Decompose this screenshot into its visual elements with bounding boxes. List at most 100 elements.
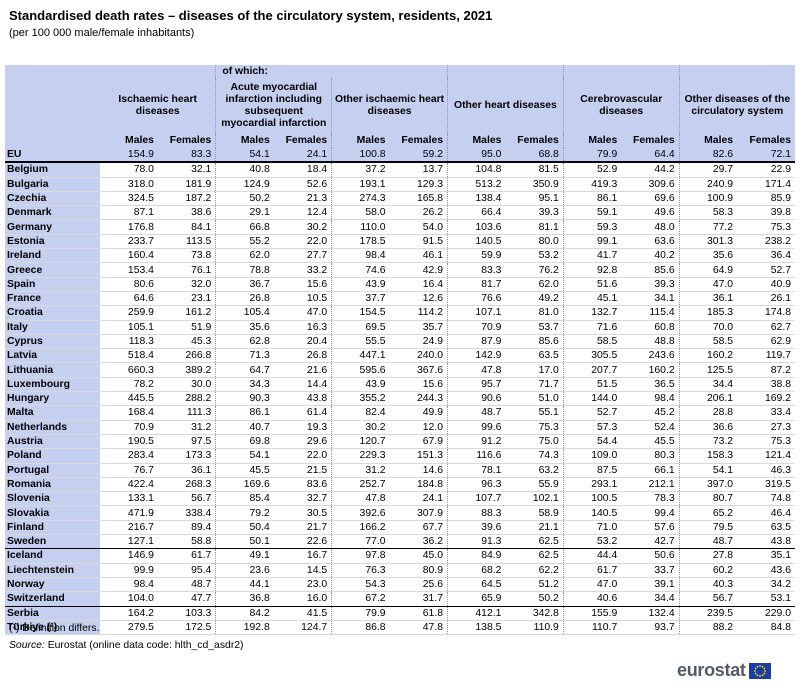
value-cell: 140.5	[562, 505, 622, 521]
value-cell: 51.6	[562, 277, 622, 292]
value-cell: 138.4	[447, 191, 506, 207]
value-cell: 47.7	[157, 591, 216, 607]
value-cell: 43.6	[737, 563, 795, 578]
flag-star	[761, 665, 764, 668]
value-cell: 40.3	[678, 577, 738, 593]
value-cell: 99.9	[100, 563, 158, 578]
value-cell: 168.4	[100, 405, 158, 421]
value-cell: 67.2	[331, 591, 390, 607]
value-cell: 30.0	[157, 377, 216, 393]
flag-star	[756, 673, 759, 676]
country-cell: Norway	[5, 577, 101, 593]
table-row: Cyprus 118.3 45.3 62.8 20.4 55.5 24.9 87.9 85.6 5…	[5, 334, 795, 350]
value-cell: 80.3	[621, 448, 680, 464]
value-cell: 22.6	[273, 534, 332, 550]
value-cell: 471.9	[100, 505, 158, 521]
value-cell: 244.3	[389, 391, 448, 407]
country-cell: Estonia	[5, 234, 101, 250]
value-cell: 46.4	[737, 505, 795, 521]
header-corner	[5, 65, 101, 78]
value-cell: 124.7	[273, 620, 332, 636]
country-cell: Latvia	[5, 348, 101, 364]
value-cell: 350.9	[505, 177, 564, 192]
value-cell: 74.6	[331, 262, 390, 278]
group-header-ischaemic: Ischaemic heart diseases	[100, 78, 216, 134]
value-cell: 75.3	[505, 420, 564, 435]
value-cell: 132.7	[562, 305, 622, 321]
value-cell: 85.6	[621, 262, 680, 278]
value-cell: 47.8	[331, 491, 390, 507]
value-cell: 69.8	[215, 434, 274, 450]
value-cell: 76.6	[447, 291, 506, 307]
value-cell: 513.2	[447, 177, 506, 192]
table-row: Finland 216.7 89.4 50.4 21.7 166.2 67.7 39.6 21.…	[5, 520, 795, 536]
eurostat-logo: eurostat	[677, 660, 771, 681]
value-cell: 125.5	[678, 362, 738, 378]
value-cell: 46.3	[737, 463, 795, 478]
value-cell: 65.2	[678, 505, 738, 521]
value-cell: 48.8	[621, 334, 680, 350]
value-cell: 14.4	[273, 377, 332, 393]
value-cell: 15.6	[273, 277, 332, 292]
value-cell: 97.8	[331, 548, 390, 564]
value-cell: 26.8	[215, 291, 274, 307]
value-cell: 184.8	[389, 477, 448, 493]
value-cell: 36.7	[215, 277, 274, 292]
value-cell: 19.3	[273, 420, 332, 435]
value-cell: 58.3	[678, 205, 738, 221]
table-row: Türkiye (¹) 279.5 172.5 192.8 124.7 86.8 47.8 1…	[5, 620, 795, 636]
value-cell: 21.1	[505, 520, 564, 536]
value-cell: 93.7	[621, 620, 680, 636]
value-cell: 392.6	[331, 505, 390, 521]
country-cell: Italy	[5, 320, 101, 335]
value-cell: 57.3	[562, 420, 622, 435]
value-cell: 54.4	[562, 434, 622, 450]
value-cell: 103.3	[157, 606, 216, 621]
table-row: Greece 153.4 76.1 78.8 33.2 74.6 42.9 83.3 76.2 9…	[5, 262, 795, 278]
value-cell: 45.0	[389, 548, 448, 564]
value-cell: 52.6	[273, 177, 332, 192]
value-cell: 34.4	[621, 591, 680, 607]
value-cell: 318.0	[100, 177, 158, 192]
value-cell: 118.3	[100, 334, 158, 350]
flag-star	[758, 674, 761, 677]
table-row: Iceland 146.9 61.7 49.1 16.7 97.8 45.0 84.9 62.5…	[5, 548, 795, 564]
value-cell: 35.6	[215, 320, 274, 335]
value-cell: 74.3	[505, 448, 564, 464]
value-cell: 23.6	[215, 563, 274, 578]
value-cell: 16.4	[389, 277, 448, 292]
value-cell: 84.2	[215, 606, 274, 621]
value-cell: 15.6	[389, 377, 448, 393]
value-cell: 71.7	[505, 377, 564, 393]
value-cell: 39.3	[505, 205, 564, 221]
value-cell: 30.2	[273, 219, 332, 235]
value-cell: 99.1	[562, 234, 622, 250]
value-cell: 48.7	[678, 534, 738, 550]
value-cell: 83.3	[157, 148, 216, 164]
country-cell: Liechtenstein	[5, 563, 101, 578]
value-cell: 389.2	[157, 362, 216, 378]
eu-flag-icon	[748, 662, 771, 679]
value-cell: 115.4	[621, 305, 680, 321]
value-cell: 419.3	[562, 177, 622, 192]
females-header: Females	[273, 134, 332, 148]
value-cell: 60.8	[621, 320, 680, 335]
value-cell: 154.9	[100, 148, 158, 164]
value-cell: 36.1	[678, 291, 738, 307]
value-cell: 75.0	[505, 434, 564, 450]
value-cell: 120.7	[331, 434, 390, 450]
value-cell: 79.2	[215, 505, 274, 521]
males-header: Males	[562, 134, 622, 148]
value-cell: 40.2	[621, 248, 680, 264]
country-cell: Austria	[5, 434, 101, 450]
source-label: Source:	[9, 640, 45, 651]
value-cell: 132.4	[621, 606, 680, 621]
value-cell: 301.3	[678, 234, 738, 250]
value-cell: 32.7	[273, 491, 332, 507]
country-cell: Greece	[5, 262, 101, 278]
country-cell: Slovenia	[5, 491, 101, 507]
table-row: Slovakia 471.9 338.4 79.2 30.5 392.6 307.9 88.3…	[5, 505, 795, 521]
table-row: Netherlands 70.9 31.2 40.7 19.3 30.2 12.0 99.6 7…	[5, 420, 795, 435]
value-cell: 36.4	[737, 248, 795, 264]
value-cell: 367.6	[389, 362, 448, 378]
